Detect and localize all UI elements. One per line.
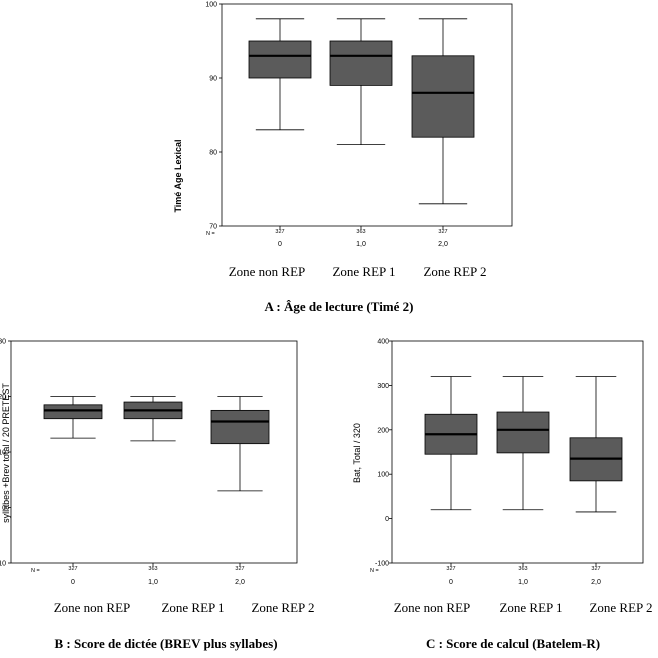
group-label: Zone REP 1 [499, 600, 562, 615]
box-group-2: 327 2,0 Zone REP 2 [210, 396, 315, 615]
group-label: Zone REP 2 [589, 600, 652, 615]
n-count: 327 [235, 566, 244, 572]
iqr-box [248, 40, 312, 79]
group-label: Zone non REP [229, 264, 306, 279]
box-group-1: 363 1,0 Zone REP 1 [496, 376, 563, 615]
x-tick-label: 1,0 [356, 241, 366, 248]
y-tick-label: 70 [209, 224, 217, 231]
box-group-2: 327 2,0 Zone REP 2 [569, 376, 653, 615]
group-label: Zone non REP [394, 600, 471, 615]
panel-caption: A : Âge de lecture (Timé 2) [265, 299, 414, 314]
y-axis-label: Bat, Total / 320 [352, 423, 362, 483]
panel-caption: B : Score de dictée (BREV plus syllabes) [54, 636, 277, 651]
x-tick-label: 2,0 [591, 579, 601, 586]
n-count: 327 [275, 229, 284, 235]
y-axis-label: syllabes +Brev total / 20 PRETEST [1, 383, 11, 523]
n-label: N = [31, 568, 40, 574]
iqr-box [210, 409, 270, 445]
y-tick-label: 300 [377, 383, 389, 390]
y-tick-label: 80 [209, 150, 217, 157]
panel-b: -10 0 10 20 30 syllabes +Brev total / 20 PRET… [0, 339, 315, 652]
box-group-1: 363 1,0 Zone REP 1 [329, 18, 396, 279]
y-tick-label: 100 [205, 2, 217, 9]
n-label: N = [370, 568, 379, 574]
iqr-box [329, 40, 393, 86]
iqr-box [43, 404, 103, 420]
group-label: Zone REP 1 [332, 264, 395, 279]
plot-frame [391, 340, 644, 564]
y-tick-label: 0 [2, 505, 6, 512]
n-count: 327 [446, 566, 455, 572]
iqr-box [496, 411, 550, 454]
x-tick-label: 0 [449, 579, 453, 586]
plot-frame [10, 340, 298, 564]
panel-caption: C : Score de calcul (Batelem-R) [426, 636, 600, 651]
panel-c: -100 0 100 200 300 400 Bat, Total / 320 N = 327 0… [352, 339, 653, 652]
box-group-0: 327 0 Zone non REP [394, 376, 478, 615]
n-count: 327 [438, 229, 447, 235]
box-group-1: 363 1,0 Zone REP 1 [123, 396, 225, 615]
box-group-0: 327 0 Zone non REP [229, 18, 312, 279]
n-label: N = [206, 231, 215, 237]
x-tick-label: 2,0 [235, 579, 245, 586]
n-count: 363 [518, 566, 527, 572]
x-tick-label: 0 [278, 241, 282, 248]
y-tick-label: 100 [377, 472, 389, 479]
x-tick-label: 2,0 [438, 241, 448, 248]
y-tick-label: 400 [377, 339, 389, 346]
iqr-box [411, 55, 475, 138]
x-tick-label: 1,0 [148, 579, 158, 586]
n-count: 327 [68, 566, 77, 572]
n-count: 327 [591, 566, 600, 572]
box-group-0: 327 0 Zone non REP [43, 396, 131, 615]
n-count: 363 [148, 566, 157, 572]
y-tick-label: 30 [0, 339, 6, 346]
group-label: Zone REP 2 [423, 264, 486, 279]
y-tick-label: 90 [209, 76, 217, 83]
group-label: Zone non REP [54, 600, 131, 615]
n-count: 363 [356, 229, 365, 235]
panel-a: 70 80 90 100 Timé Age Lexical N = 327 0 Zone non… [173, 2, 513, 314]
group-label: Zone REP 2 [251, 600, 314, 615]
y-tick-label: 10 [0, 450, 6, 457]
y-tick-label: -10 [0, 561, 6, 568]
x-tick-label: 0 [71, 579, 75, 586]
y-axis-label: Timé Age Lexical [173, 139, 183, 212]
box-group-2: 327 2,0 Zone REP 2 [411, 18, 487, 279]
y-tick-label: -100 [375, 561, 389, 568]
x-tick-label: 1,0 [518, 579, 528, 586]
y-tick-label: 0 [385, 516, 389, 523]
y-tick-label: 20 [0, 394, 6, 401]
plot-frame [221, 3, 513, 227]
y-tick-label: 200 [377, 427, 389, 434]
group-label: Zone REP 1 [161, 600, 224, 615]
